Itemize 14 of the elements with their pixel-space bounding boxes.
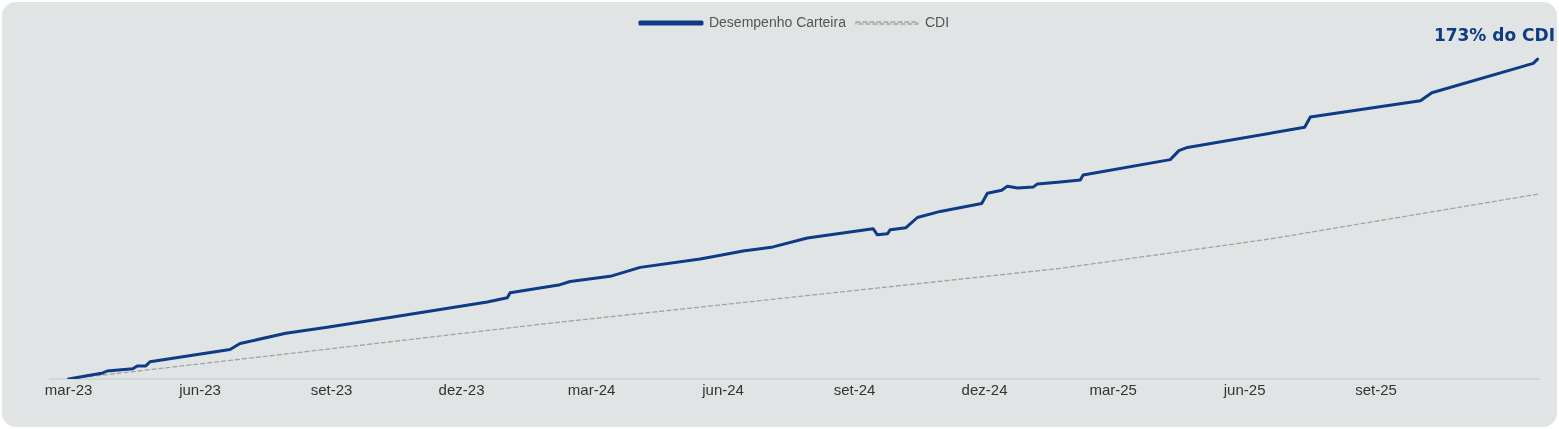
x-tick-label: dez-23 (438, 381, 485, 399)
x-tick-label: dez-24 (961, 381, 1008, 399)
x-tick-label: jun-23 (178, 381, 221, 399)
legend-label: Desempenho Carteira (708, 13, 847, 30)
x-tick-label: mar-23 (44, 381, 93, 399)
x-tick-label: jun-25 (1222, 381, 1266, 399)
x-tick-label: set-25 (1355, 381, 1397, 399)
x-tick-label: set-24 (833, 381, 876, 399)
annotation: 173% do CDI (1433, 25, 1555, 46)
x-tick-label: jun-24 (701, 381, 744, 399)
x-tick-label: mar-25 (1089, 381, 1137, 399)
x-tick-label: set-23 (310, 381, 353, 399)
legend-label: CDI (924, 13, 950, 30)
x-tick-label: mar-24 (567, 381, 616, 399)
